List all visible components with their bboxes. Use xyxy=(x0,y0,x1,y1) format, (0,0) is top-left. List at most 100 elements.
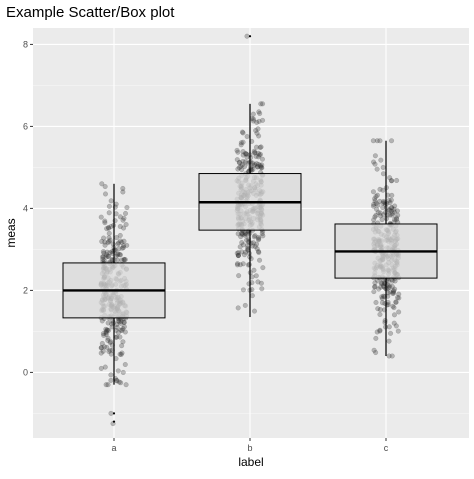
jitter-point xyxy=(106,349,112,355)
jitter-point xyxy=(374,166,380,172)
jitter-point xyxy=(389,138,395,144)
jitter-point xyxy=(108,339,114,345)
jitter-point xyxy=(104,249,110,255)
jitter-point xyxy=(105,240,111,246)
jitter-point xyxy=(238,230,244,236)
jitter-point xyxy=(259,162,265,168)
jitter-point xyxy=(254,164,260,170)
jitter-point xyxy=(100,331,106,337)
jitter-point xyxy=(252,233,258,239)
jitter-point xyxy=(379,280,385,286)
jitter-point xyxy=(389,210,395,216)
jitter-point xyxy=(240,158,246,164)
jitter-point xyxy=(106,225,112,231)
jitter-point xyxy=(106,239,112,245)
jitter-point xyxy=(384,302,390,308)
jitter-point xyxy=(251,234,257,240)
jitter-point xyxy=(377,327,383,333)
jitter-point xyxy=(253,144,259,150)
jitter-point xyxy=(378,280,384,286)
jitter-point xyxy=(372,196,378,202)
jitter-point xyxy=(387,175,393,181)
jitter-point xyxy=(106,210,112,216)
jitter-point xyxy=(258,280,264,286)
jitter-point xyxy=(98,365,104,371)
jitter-point xyxy=(390,290,396,296)
jitter-point xyxy=(235,253,241,259)
jitter-point xyxy=(101,235,107,241)
jitter-point xyxy=(255,237,261,243)
jitter-point xyxy=(244,237,250,243)
jitter-point xyxy=(108,198,114,204)
jitter-point xyxy=(260,265,266,271)
jitter-point xyxy=(119,343,125,349)
jitter-point xyxy=(371,347,377,353)
jitter-point xyxy=(255,279,261,285)
jitter-point xyxy=(121,320,127,326)
jitter-point xyxy=(256,109,262,115)
y-tick-label: 6 xyxy=(23,121,28,131)
jitter-point xyxy=(236,160,242,166)
jitter-point xyxy=(246,281,252,287)
jitter-point xyxy=(377,138,383,144)
jitter-point xyxy=(116,319,122,325)
jitter-point xyxy=(252,244,258,250)
jitter-point xyxy=(371,217,377,223)
jitter-point xyxy=(258,165,264,171)
jitter-point xyxy=(255,154,261,160)
jitter-point xyxy=(260,101,266,107)
jitter-point xyxy=(370,189,376,195)
jitter-point xyxy=(119,245,125,251)
jitter-point xyxy=(106,235,112,241)
y-tick-label: 4 xyxy=(23,203,28,213)
jitter-point xyxy=(382,281,388,287)
x-tick-label: a xyxy=(111,443,116,453)
jitter-point xyxy=(120,339,126,345)
jitter-point xyxy=(255,150,261,156)
jitter-point xyxy=(235,261,241,267)
jitter-point xyxy=(123,210,129,216)
jitter-point xyxy=(241,252,247,258)
jitter-point xyxy=(373,350,379,356)
jitter-point xyxy=(372,214,378,220)
jitter-point xyxy=(386,208,392,214)
jitter-point xyxy=(240,152,246,158)
jitter-point xyxy=(396,291,402,297)
jitter-point xyxy=(256,249,262,255)
jitter-point xyxy=(371,289,377,295)
jitter-point xyxy=(259,231,265,237)
jitter-point xyxy=(251,267,257,273)
jitter-point xyxy=(100,254,106,260)
jitter-point xyxy=(395,295,401,301)
jitter-point xyxy=(122,257,128,263)
jitter-point xyxy=(391,288,397,294)
jitter-point xyxy=(250,240,256,246)
jitter-point xyxy=(374,206,380,212)
jitter-point xyxy=(254,119,260,125)
jitter-point xyxy=(120,326,126,332)
jitter-point xyxy=(250,166,256,172)
jitter-point xyxy=(389,284,395,290)
jitter-point xyxy=(392,203,398,209)
jitter-point xyxy=(257,257,263,263)
jitter-point xyxy=(115,329,121,335)
jitter-point xyxy=(240,242,246,248)
jitter-point xyxy=(386,197,392,203)
jitter-point xyxy=(101,332,107,338)
jitter-point xyxy=(108,372,114,378)
jitter-point xyxy=(239,249,245,255)
jitter-point xyxy=(122,362,128,368)
jitter-point xyxy=(258,164,264,170)
jitter-point xyxy=(120,189,126,195)
jitter-point xyxy=(371,203,377,209)
jitter-point xyxy=(393,323,399,329)
jitter-point xyxy=(372,198,378,204)
jitter-point xyxy=(114,324,120,330)
jitter-point xyxy=(249,293,255,299)
jitter-point xyxy=(373,201,379,207)
jitter-point xyxy=(108,410,114,416)
jitter-point xyxy=(254,246,260,252)
jitter-point xyxy=(108,377,114,383)
jitter-point xyxy=(105,337,111,343)
